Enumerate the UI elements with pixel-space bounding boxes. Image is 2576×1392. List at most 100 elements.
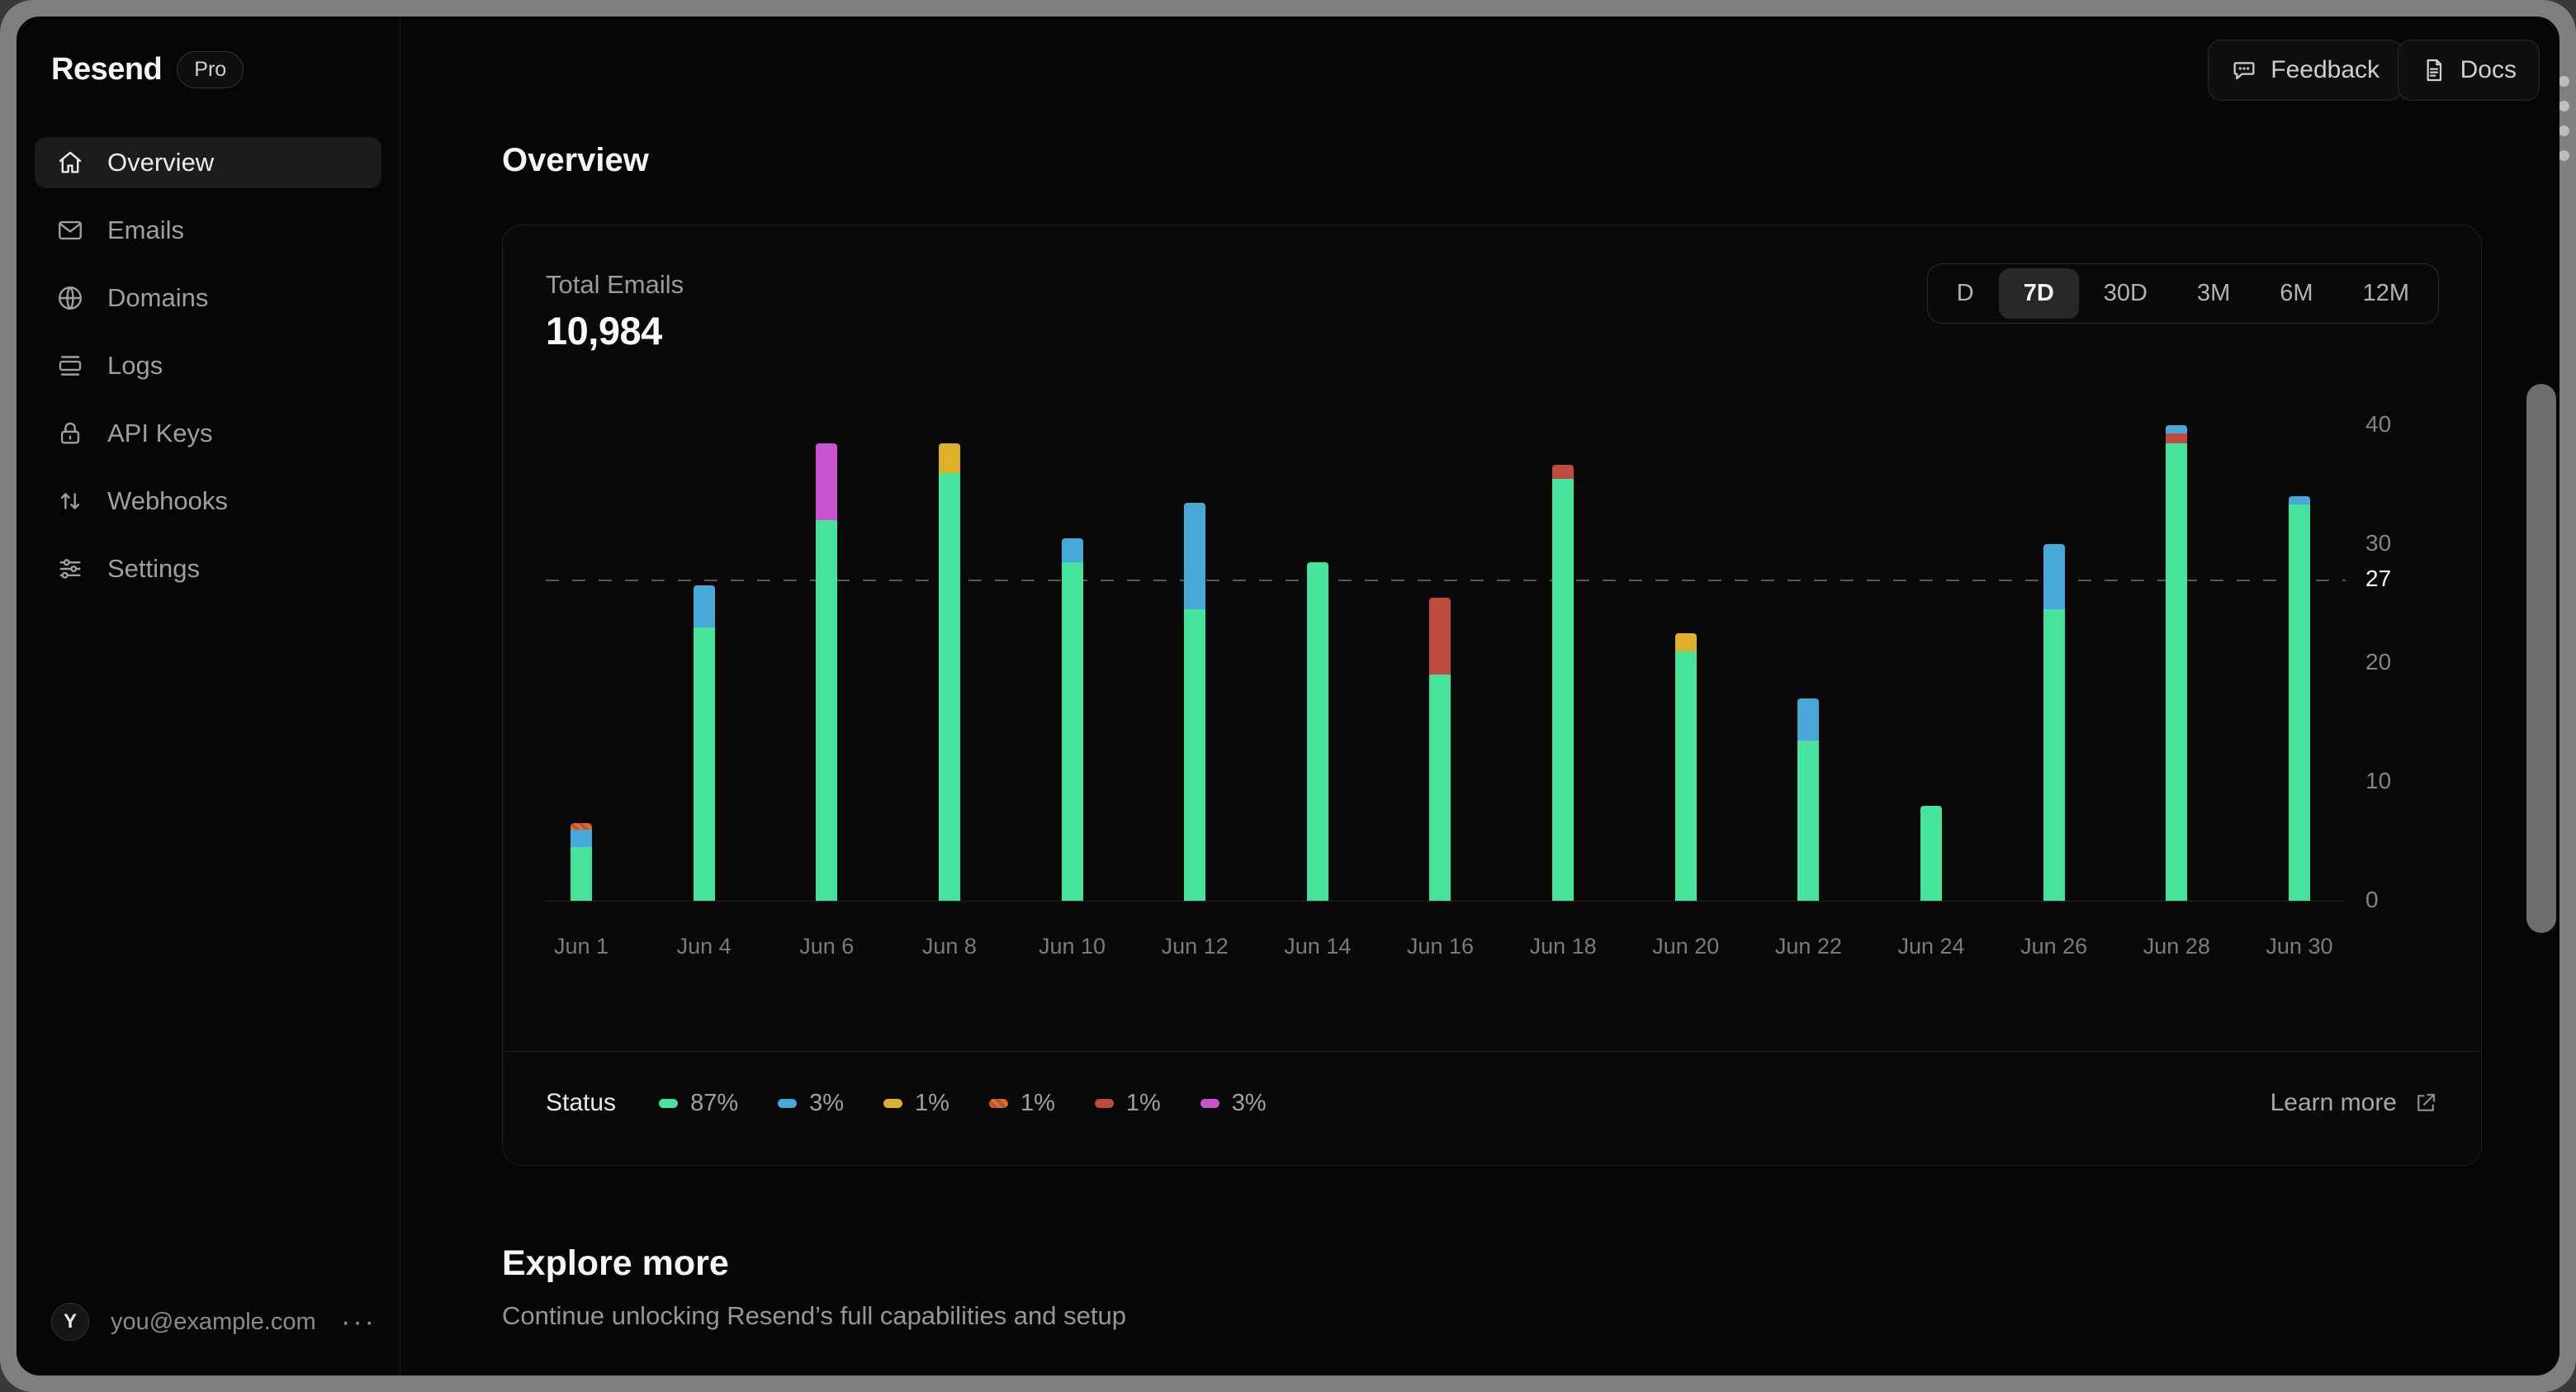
document-icon — [2427, 59, 2441, 82]
user-email: you@example.com — [111, 1308, 316, 1335]
x-tick-label: Jun 26 — [2020, 934, 2088, 959]
sidebar-item-settings[interactable]: Settings — [35, 543, 381, 594]
frame-scroll-dots — [2556, 76, 2571, 161]
bar-segment-delivered — [1797, 740, 1820, 901]
legend-row: Status 87% 3% 1% 1% 1% 3% Learn more — [546, 1076, 2438, 1130]
bar-jun-30[interactable] — [2288, 496, 2310, 901]
range-tab-d[interactable]: D — [1956, 280, 1974, 306]
bar-jun-28[interactable] — [2166, 425, 2188, 901]
x-tick-label: Jun 20 — [1652, 934, 1720, 959]
legend-swatch-blue — [778, 1098, 798, 1108]
sliders-icon — [59, 559, 81, 579]
sidebar-item-label: Emails — [107, 215, 185, 244]
metric-label: Total Emails — [546, 270, 684, 299]
y-tick-label: 40 — [2365, 411, 2392, 437]
range-tab-6m[interactable]: 6M — [2280, 280, 2313, 306]
home-icon — [59, 151, 82, 173]
legend-swatch-delivered — [659, 1098, 679, 1108]
y-tick-label: 30 — [2365, 530, 2392, 556]
bar-segment-magenta — [816, 443, 838, 521]
bar-jun-20[interactable] — [1674, 633, 1697, 901]
bar-segment-delivered — [571, 847, 592, 901]
range-tab-3m[interactable]: 3M — [2196, 280, 2231, 306]
feedback-button[interactable]: Feedback — [2208, 40, 2403, 101]
x-tick-label: Jun 4 — [676, 934, 732, 959]
bar-segment-yellow — [938, 443, 960, 473]
range-tab-30d[interactable]: 30D — [2103, 280, 2147, 306]
logs-icon — [59, 356, 82, 376]
bar-segment-orange — [571, 823, 592, 830]
sidebar-item-webhooks[interactable]: Webhooks — [35, 476, 381, 527]
range-tab-12m[interactable]: 12M — [2362, 280, 2409, 306]
bar-jun-8[interactable] — [938, 443, 960, 901]
bar-segment-delivered — [816, 520, 838, 901]
range-tabs: D 7D 30D 3M 6M 12M — [1926, 263, 2439, 324]
bar-segment-delivered — [2043, 609, 2065, 901]
bar-jun-26[interactable] — [2043, 544, 2065, 901]
bar-segment-blue — [1184, 502, 1206, 610]
x-tick-label: Jun 22 — [1774, 934, 1842, 959]
sidebar-item-emails[interactable]: Emails — [35, 205, 381, 256]
bar-segment-delivered — [2166, 443, 2188, 901]
bar-segment-red — [2166, 433, 2188, 443]
mail-icon — [59, 220, 82, 240]
bar-jun-14[interactable] — [1306, 561, 1328, 901]
bar-jun-4[interactable] — [693, 585, 715, 901]
x-tick-label: Jun 1 — [553, 934, 609, 959]
sidebar-nav: Overview Emails Domains Logs API Keys Webhook… — [35, 137, 381, 611]
bar-segment-delivered — [1552, 478, 1574, 901]
bar-jun-10[interactable] — [1061, 537, 1083, 901]
learn-more-link[interactable]: Learn more — [2271, 1089, 2438, 1117]
legend-title: Status — [546, 1089, 617, 1116]
bar-segment-delivered — [1306, 561, 1328, 901]
y-tick-label: 0 — [2365, 887, 2379, 912]
range-tab-7d[interactable]: 7D — [1998, 268, 2079, 319]
scrollbar-thumb[interactable] — [2526, 384, 2556, 933]
legend-percentage: 1% — [915, 1089, 949, 1116]
x-tick-label: Jun 16 — [1406, 934, 1475, 959]
legend-percentage: 1% — [1020, 1089, 1055, 1116]
avatar[interactable]: Y — [51, 1303, 89, 1341]
x-tick-label: Jun 14 — [1284, 934, 1352, 959]
sidebar-item-label: Logs — [107, 351, 163, 380]
bar-jun-24[interactable] — [1920, 805, 1943, 901]
sidebar-item-overview[interactable]: Overview — [35, 137, 381, 188]
legend-percentage: 3% — [1231, 1089, 1267, 1116]
pro-badge: Pro — [177, 51, 244, 88]
bar-segment-red — [1552, 464, 1574, 479]
sidebar-item-domains[interactable]: Domains — [35, 272, 381, 324]
resend-logo: Resend — [51, 52, 163, 87]
bar-segment-blue — [2288, 496, 2310, 505]
sidebar-item-api-keys[interactable]: API Keys — [35, 408, 381, 459]
bar-jun-22[interactable] — [1797, 698, 1820, 901]
reference-line-27 — [546, 580, 2346, 582]
x-tick-label: Jun 24 — [1897, 934, 1965, 959]
bar-jun-6[interactable] — [816, 443, 838, 901]
bar-segment-delivered — [1184, 609, 1206, 901]
legend-entry-orange: 1% — [988, 1089, 1055, 1117]
bar-segment-blue — [693, 585, 715, 627]
legend-entries: 87% 3% 1% 1% 1% 3% — [659, 1090, 1306, 1117]
user-row[interactable]: Y you@example.com ··· — [51, 1303, 376, 1341]
sidebar-item-logs[interactable]: Logs — [35, 340, 381, 391]
bar-jun-16[interactable] — [1429, 597, 1451, 901]
docs-button-label: Docs — [2460, 56, 2517, 83]
user-menu-ellipsis-icon[interactable]: ··· — [341, 1305, 376, 1338]
docs-button[interactable]: Docs — [2397, 40, 2540, 101]
sidebar-item-label: Webhooks — [107, 486, 228, 515]
resend-app-window: Resend Pro Overview Emails Domains Logs API … — [17, 17, 2559, 1375]
x-tick-label: Jun 28 — [2143, 934, 2210, 959]
legend-entry-red: 1% — [1094, 1090, 1161, 1117]
x-tick-label: Jun 6 — [799, 934, 855, 959]
bar-jun-18[interactable] — [1552, 464, 1574, 901]
bar-jun-12[interactable] — [1184, 502, 1206, 901]
globe-icon — [59, 286, 82, 310]
y-tick-highlight-27: 27 — [2365, 566, 2392, 592]
bar-segment-delivered — [1674, 651, 1697, 901]
bar-segment-delivered — [2288, 504, 2310, 901]
bar-segment-blue — [571, 829, 592, 848]
legend-entry-yellow: 1% — [883, 1090, 949, 1117]
bar-jun-1[interactable] — [571, 823, 592, 901]
legend-entry-magenta: 3% — [1200, 1090, 1267, 1117]
